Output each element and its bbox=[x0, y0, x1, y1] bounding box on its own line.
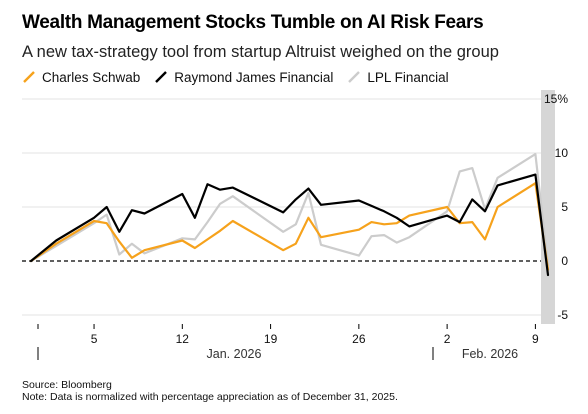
footer: Source: Bloomberg Note: Data is normaliz… bbox=[22, 379, 398, 403]
source-note: Source: Bloomberg bbox=[22, 379, 112, 391]
highlight-band bbox=[541, 90, 555, 324]
y-tick-label: 10 bbox=[555, 146, 569, 160]
legend-swatch-raymond-james bbox=[155, 71, 168, 83]
line-chart: 15% 10 5 0 -5 5 12 19 26 2 9 Jan. 2026 Feb. 2026 bbox=[22, 90, 569, 361]
x-tick-label: 26 bbox=[352, 332, 366, 346]
x-tick-label: 9 bbox=[532, 332, 539, 346]
data-note: Note: Data is normalized with percentage… bbox=[22, 391, 398, 403]
legend-item-raymond-james: Raymond James Financial bbox=[154, 70, 333, 85]
legend-label-schwab: Charles Schwab bbox=[42, 69, 141, 85]
y-tick-label: -5 bbox=[557, 308, 568, 322]
legend-swatch-schwab bbox=[23, 71, 35, 83]
series-line-schwab bbox=[29, 182, 550, 271]
series-layer bbox=[29, 152, 550, 277]
y-tick-label: 5 bbox=[561, 200, 568, 214]
x-tick-label: 5 bbox=[91, 332, 98, 346]
y-tick-label: 15% bbox=[544, 92, 568, 106]
x-period-label: Jan. 2026 bbox=[207, 347, 262, 361]
x-tick-label: 2 bbox=[444, 332, 451, 346]
axis-layer: 15% 10 5 0 -5 5 12 19 26 2 9 Jan. 2026 Feb. 2026 bbox=[37, 92, 569, 361]
highlight-layer bbox=[541, 90, 555, 324]
x-tick-label: 19 bbox=[264, 332, 278, 346]
legend: Charles Schwab Raymond James Financial L… bbox=[22, 68, 463, 86]
legend-item-lpl: LPL Financial bbox=[347, 69, 449, 85]
chart-title: Wealth Management Stocks Tumble on AI Ri… bbox=[22, 12, 484, 33]
legend-item-schwab: Charles Schwab bbox=[22, 70, 140, 85]
x-tick-label: 12 bbox=[176, 332, 190, 346]
series-line-raymond-james bbox=[29, 173, 550, 277]
legend-label-raymond-james: Raymond James Financial bbox=[174, 69, 334, 85]
x-period-label: Feb. 2026 bbox=[462, 347, 518, 361]
grid-layer bbox=[22, 98, 548, 316]
y-tick-label: 0 bbox=[561, 254, 568, 268]
chart-subtitle: A new tax-strategy tool from startup Alt… bbox=[22, 43, 499, 61]
legend-label-lpl: LPL Financial bbox=[367, 69, 449, 85]
legend-swatch-lpl bbox=[348, 71, 361, 83]
